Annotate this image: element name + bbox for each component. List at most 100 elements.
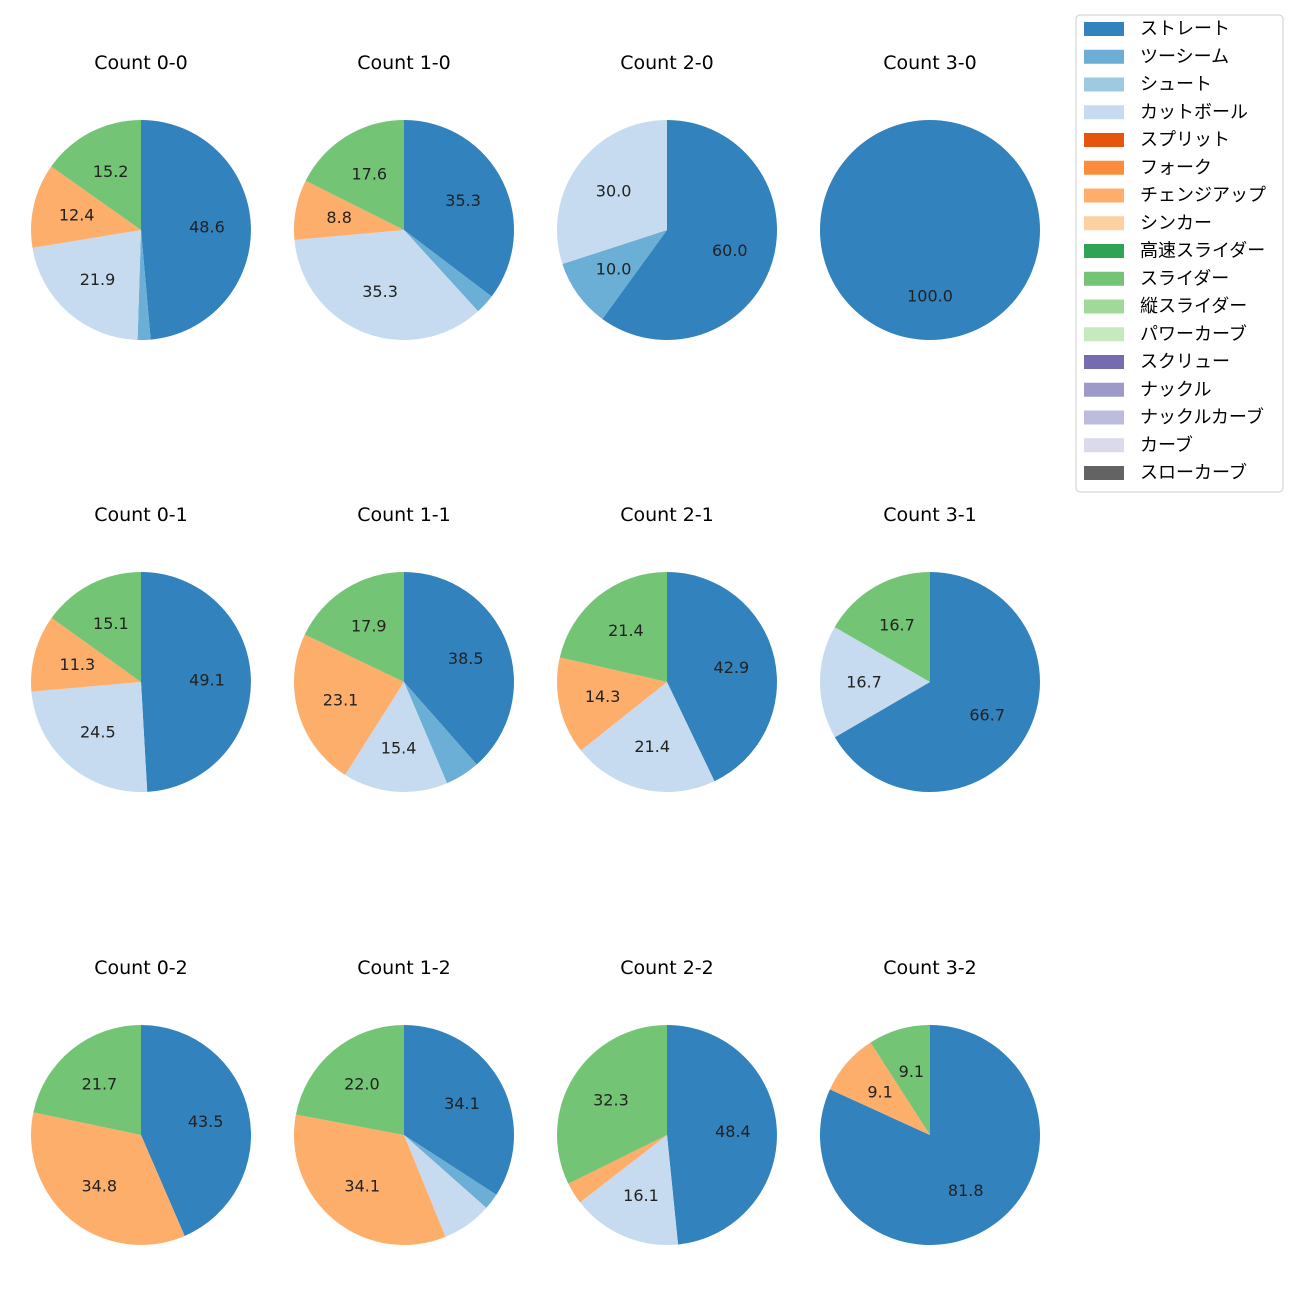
pie-12: Count 3-2 81.8 9.1 9.1 — [820, 957, 1041, 1246]
pie-title: Count 1-1 — [357, 504, 451, 526]
legend-swatch — [1084, 77, 1124, 92]
legend-swatch — [1084, 105, 1124, 120]
legend-label: スライダー — [1140, 268, 1229, 289]
legend-item: スローカーブ — [1084, 462, 1247, 484]
pie-title: Count 3-0 — [883, 52, 977, 74]
legend-label: フォーク — [1140, 157, 1212, 178]
legend-swatch — [1084, 438, 1124, 453]
pie-slice — [31, 682, 148, 792]
pie-slice — [602, 120, 777, 340]
legend-swatch — [1084, 355, 1124, 369]
slice-label: 15.1 — [93, 614, 129, 633]
pie-slice — [404, 1025, 515, 1195]
legend-label: シンカー — [1140, 213, 1212, 234]
pie-title: Count 3-2 — [883, 957, 977, 979]
legend-label: ストレート — [1140, 19, 1230, 40]
pie-slice — [137, 230, 151, 341]
pie-slice — [568, 1135, 667, 1203]
slice-label: 14.3 — [585, 687, 621, 706]
pie-slice — [667, 572, 777, 782]
pie-title: Count 1-0 — [357, 52, 451, 74]
pie-slice — [557, 1025, 667, 1184]
pie-7: Count 2-1 42.9 21.4 14.3 21.4 — [556, 504, 777, 792]
slice-label: 16.7 — [846, 673, 882, 692]
pie-slice — [820, 120, 1040, 340]
legend-label: 高速スライダー — [1140, 241, 1265, 262]
pie-10: Count 1-2 34.1 34.1 22.0 — [294, 957, 515, 1245]
pie-9: Count 0-2 43.5 34.8 21.7 — [31, 957, 251, 1245]
slice-label: 34.8 — [81, 1177, 117, 1196]
legend-item: 縦スライダー — [1084, 296, 1247, 317]
legend-frame — [1075, 14, 1284, 493]
slice-label: 21.7 — [82, 1074, 118, 1093]
pie-slice — [295, 1025, 404, 1135]
slice-label: 100.0 — [907, 287, 953, 306]
legend-item: スライダー — [1084, 268, 1229, 289]
slice-label: 21.4 — [608, 621, 644, 640]
pie-slice — [404, 572, 514, 765]
pie-slice — [51, 572, 141, 682]
legend-label: ナックルカーブ — [1140, 406, 1264, 428]
pie-slice — [141, 572, 251, 792]
slice-label: 15.2 — [93, 162, 129, 181]
pie-title: Count 3-1 — [883, 504, 977, 526]
legend-item: ストレート — [1084, 19, 1230, 40]
slice-label: 35.3 — [445, 191, 481, 210]
legend-label: ツーシーム — [1140, 46, 1229, 67]
pie-slice — [559, 572, 667, 682]
pie-4: Count 3-0 100.0 — [820, 52, 1040, 340]
slice-label: 8.8 — [326, 208, 351, 227]
slice-label: 38.5 — [448, 649, 484, 668]
pie-2: Count 1-0 35.3 35.3 8.8 17.6 — [293, 52, 515, 340]
slice-label: 48.6 — [189, 218, 225, 237]
pie-slice — [293, 180, 404, 240]
slice-label: 42.9 — [714, 658, 750, 677]
pie-title: Count 0-1 — [94, 504, 188, 526]
legend-swatch — [1084, 327, 1124, 342]
legend-swatch — [1084, 466, 1124, 480]
pie-slice — [294, 1114, 446, 1245]
pie-1: Count 0-0 48.6 21.9 12.4 15.2 — [30, 52, 251, 341]
pie-slice — [404, 120, 515, 297]
pie-slice — [834, 572, 1040, 793]
pie-title: Count 2-1 — [620, 504, 714, 526]
pie-8: Count 3-1 66.7 16.7 16.7 — [819, 504, 1040, 793]
slice-label: 34.1 — [444, 1094, 480, 1113]
legend-label: スクリュー — [1140, 352, 1230, 373]
pie-slice — [834, 572, 930, 682]
slice-label: 81.8 — [948, 1181, 984, 1200]
slice-label: 12.4 — [59, 206, 95, 225]
legend-label: ナックル — [1140, 379, 1211, 400]
legend-label: カットボール — [1140, 102, 1248, 123]
slice-label: 16.1 — [623, 1186, 659, 1205]
slice-label: 35.3 — [362, 282, 398, 301]
pie-slice — [404, 1135, 487, 1237]
slice-label: 9.1 — [899, 1062, 924, 1081]
legend-item: ナックルカーブ — [1084, 406, 1264, 428]
slice-label: 30.0 — [596, 182, 632, 201]
pie-slice — [141, 1025, 251, 1236]
legend-item: パワーカーブ — [1084, 323, 1247, 345]
pie-slice — [31, 1112, 185, 1245]
legend-label: 縦スライダー — [1140, 296, 1247, 317]
slice-label: 34.1 — [344, 1177, 380, 1196]
slice-label: 15.4 — [381, 738, 417, 757]
slice-label: 9.1 — [867, 1082, 892, 1101]
pie-slice — [404, 1135, 497, 1208]
legend-item: チェンジアップ — [1084, 185, 1266, 206]
legend-item: フォーク — [1084, 157, 1212, 178]
slice-label: 48.4 — [715, 1122, 751, 1141]
pie-slice — [820, 1025, 1041, 1246]
slice-label: 43.5 — [188, 1112, 224, 1131]
pie-slice — [294, 230, 479, 340]
pie-slice — [562, 230, 667, 319]
pie-slice — [404, 682, 477, 784]
legend-items: ストレートツーシームシュートカットボールスプリットフォークチェンジアップシンカー… — [1084, 19, 1266, 484]
legend-swatch — [1084, 244, 1124, 258]
pie-3: Count 2-0 60.0 10.0 30.0 — [556, 52, 777, 340]
legend-item: シュート — [1084, 74, 1212, 95]
legend-swatch — [1084, 382, 1124, 397]
legend-swatch — [1084, 410, 1124, 425]
legend-swatch — [1084, 22, 1124, 36]
